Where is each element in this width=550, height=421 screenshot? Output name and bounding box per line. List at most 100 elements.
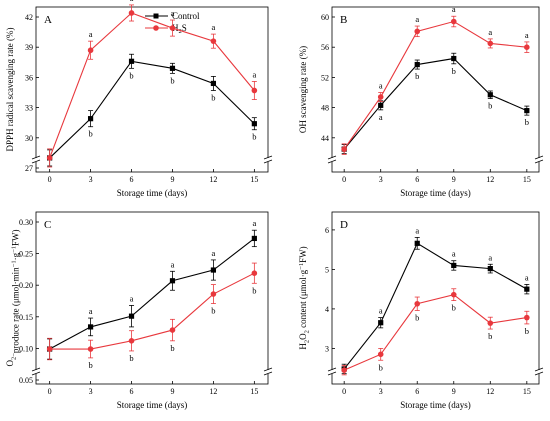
data-point-control <box>210 80 217 87</box>
axis-break-mark <box>31 155 41 160</box>
x-tick-label: 12 <box>209 387 217 396</box>
significance-label: a <box>379 306 383 316</box>
y-tick-label: 52 <box>321 73 329 82</box>
panel-a-label: A <box>44 14 52 26</box>
series-line-control <box>49 60 255 159</box>
x-tick-label: 0 <box>48 175 52 184</box>
x-tick-label: 6 <box>415 175 419 184</box>
significance-label: a <box>252 69 256 79</box>
y-axis-label: OH scavenging rate (%) <box>298 46 308 133</box>
data-point-control <box>451 262 457 269</box>
y-tick-label: 0.05 <box>19 376 33 385</box>
data-point-control <box>414 61 420 68</box>
data-point-control <box>169 278 176 284</box>
y-axis-label-part: O <box>298 333 308 340</box>
significance-label: b <box>379 362 383 372</box>
y-tick-label: 27 <box>25 164 33 173</box>
significance-label: a <box>252 218 256 228</box>
significance-label: a <box>130 293 134 303</box>
y-axis-label-part: −1 <box>11 246 18 253</box>
significance-label: a <box>379 112 383 122</box>
x-tick-label: 15 <box>523 175 531 184</box>
y-tick-label: 56 <box>321 43 329 52</box>
x-tick-label: 3 <box>89 387 93 396</box>
panel-b-plot: B 0 3 6 9 12 15 44 48 52 56 60 Storage time (days) OH… <box>298 4 544 198</box>
data-point-h2s <box>377 94 384 100</box>
axis-break-mark <box>31 367 41 372</box>
data-point-h2s <box>128 338 135 344</box>
axis-break-mark <box>327 371 337 376</box>
y-tick-label: 5 <box>325 265 329 274</box>
data-point-h2s <box>169 327 176 333</box>
data-point-control <box>210 267 217 273</box>
axis-break-mark <box>327 155 337 160</box>
significance-label: b <box>415 312 419 322</box>
y-tick-label: 0.30 <box>19 218 33 227</box>
data-point-h2s <box>46 155 53 161</box>
x-tick-label: 6 <box>130 175 134 184</box>
axis-break-gap <box>328 370 336 374</box>
axis-break-mark <box>263 367 273 372</box>
y-axis-label-part: produce rate (μmol·min <box>11 267 21 353</box>
data-point-h2s <box>524 44 530 50</box>
significance-label: a <box>525 272 529 282</box>
y-tick-label: 36 <box>25 73 33 82</box>
x-tick-label: 12 <box>209 175 217 184</box>
data-point-control <box>251 121 257 127</box>
legend-h2s-label-sub: 2 <box>179 28 182 35</box>
axis-break-mark <box>534 159 544 164</box>
significance-label: b <box>525 326 529 336</box>
significance-label: a <box>130 0 134 3</box>
x-tick-label: 15 <box>250 387 258 396</box>
y-axis-label-part: 2 <box>11 357 18 360</box>
y-tick-label: 39 <box>25 43 33 52</box>
x-tick-label: 3 <box>379 175 383 184</box>
x-tick-label: 0 <box>342 175 346 184</box>
data-point-h2s <box>450 18 457 25</box>
significance-label: a <box>415 14 419 24</box>
axis-break-mark <box>263 155 273 160</box>
series-line-h2s <box>49 12 255 159</box>
significance-label: b <box>252 132 256 142</box>
x-tick-label: 9 <box>452 387 456 396</box>
y-tick-label: 6 <box>325 226 329 235</box>
panel-d-frame <box>331 211 540 385</box>
significance-label: a <box>171 259 175 269</box>
x-tick-label: 3 <box>379 387 383 396</box>
significance-label: b <box>525 117 529 127</box>
axis-break-mark <box>534 367 544 372</box>
panel-b-frame <box>331 6 540 173</box>
series-line-control <box>49 237 255 350</box>
y-axis-label-part: − <box>11 353 18 357</box>
data-point-control <box>414 240 420 246</box>
y-tick-label: 0.25 <box>19 250 33 259</box>
significance-label: a <box>89 29 93 39</box>
data-point-h2s <box>341 367 347 373</box>
data-point-control <box>87 324 94 330</box>
data-point-h2s <box>414 28 421 35</box>
y-tick-label: 4 <box>325 305 329 314</box>
axis-break-mark <box>534 371 544 376</box>
series-line-h2s <box>343 20 527 150</box>
significance-label: b <box>211 92 215 102</box>
axis-break-mark <box>534 155 544 160</box>
panel-c-label: C <box>44 219 51 231</box>
legend-control-label: Control <box>172 11 200 21</box>
y-axis-label: DPPH radical scavenging rate (%) <box>5 28 15 152</box>
x-axis-label: Storage time (days) <box>117 188 187 198</box>
x-tick-label: 6 <box>415 387 419 396</box>
panel-c-plot: C 0 3 6 9 12 15 0.05 0.10 0.15 0.20 0.25 0.30 Storage… <box>5 218 273 410</box>
data-point-control <box>487 92 493 98</box>
significance-label: b <box>415 71 419 81</box>
significance-label: a <box>452 4 456 14</box>
significance-label: b <box>452 303 456 313</box>
legend-h2s-marker <box>153 25 159 31</box>
data-point-control <box>169 65 176 71</box>
y-tick-label: 3 <box>325 344 329 353</box>
panel-c <box>35 211 269 385</box>
legend-h2s-label-tail: S <box>182 23 187 33</box>
y-tick-label: 0.15 <box>19 313 33 322</box>
data-point-h2s <box>210 38 217 44</box>
x-tick-label: 15 <box>523 387 531 396</box>
